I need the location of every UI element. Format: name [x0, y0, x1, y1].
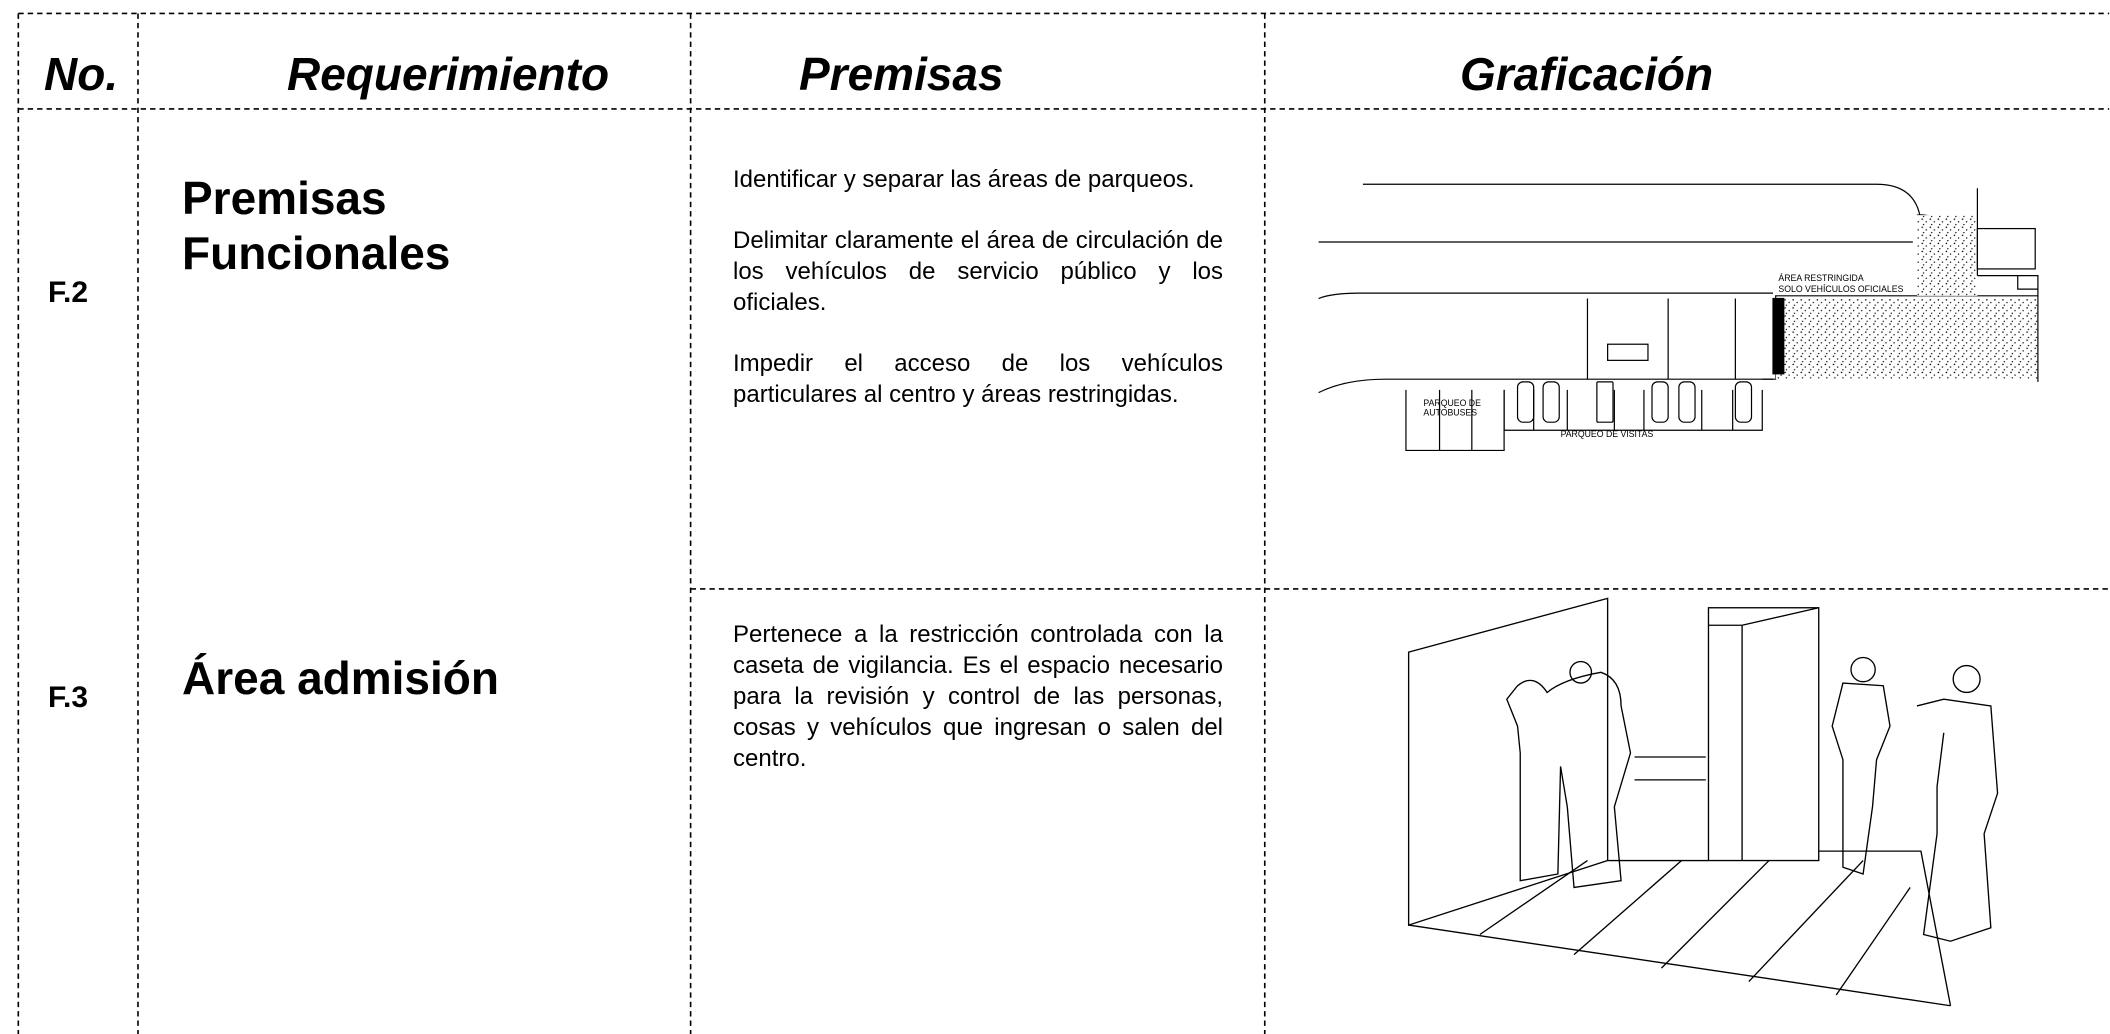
premise-paragraph: Pertenece a la restricción controlada co…: [733, 621, 1223, 772]
drawing-label: PARQUEO DE VISITAS: [1561, 429, 1654, 439]
premises: Identificar y separar las áreas de parqu…: [733, 164, 1223, 440]
requirement-line: Premisas: [182, 172, 387, 224]
premises: Pertenece a la restricción controlada co…: [733, 619, 1223, 804]
column-header: No.: [44, 48, 119, 100]
column-header: Premisas: [799, 48, 1004, 100]
drawing-label: SOLO VEHÍCULOS OFICIALES: [1778, 284, 1903, 294]
admission-drawing: [1407, 597, 1999, 1007]
requirement: Premisas Funcionales: [182, 171, 450, 281]
row-number: F.2: [48, 276, 89, 309]
grid-lines: [17, 12, 2110, 1034]
requirement-line: Funcionales: [182, 227, 451, 279]
premise-paragraph: Delimitar claramente el área de circulac…: [733, 227, 1223, 316]
column-header: Graficación: [1460, 48, 1714, 100]
drawing-label: ÁREA RESTRINGIDA: [1778, 273, 1863, 283]
row-number: F.3: [48, 681, 89, 714]
column-header: Requerimiento: [287, 48, 610, 100]
drawing-label: PARQUEO DE: [1423, 398, 1481, 408]
premise-paragraph: Impedir el acceso de los vehículos parti…: [733, 350, 1223, 408]
drawing-label: AUTOBUSES: [1423, 407, 1477, 417]
requirement: Área admisión: [182, 651, 499, 706]
premise-paragraph: Identificar y separar las áreas de parqu…: [733, 166, 1195, 193]
requirement-line: Área admisión: [182, 652, 499, 704]
